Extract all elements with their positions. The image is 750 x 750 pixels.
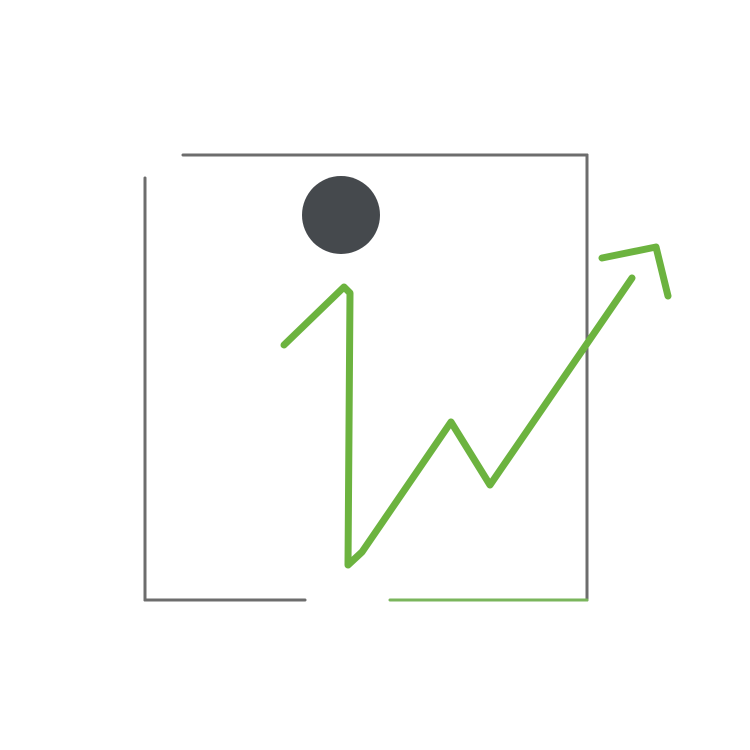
letter-i-dot: [302, 176, 380, 254]
trend-line: [280, 274, 636, 569]
trend-arrow-head-icon: [598, 243, 672, 300]
